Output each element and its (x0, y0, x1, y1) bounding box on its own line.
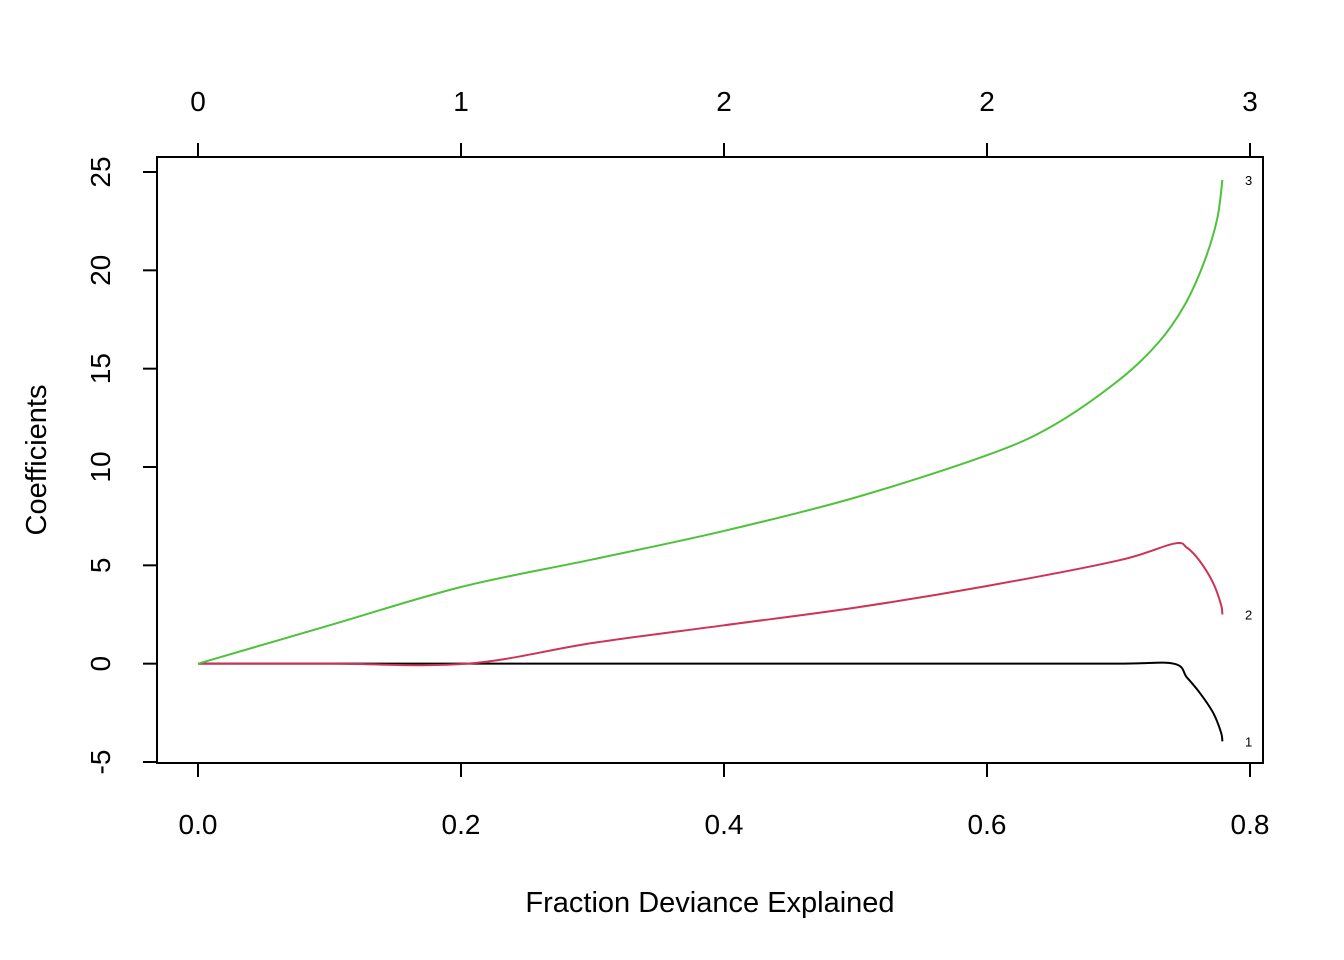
series-end-labels: 1 2 3 (1245, 173, 1252, 749)
y-axis-title: Coefficients (21, 385, 53, 536)
x-tick-label: 0.0 (179, 809, 218, 840)
series-line-2 (198, 542, 1224, 667)
y-tick-label: 0 (85, 656, 116, 672)
x-tick-label: 0.6 (968, 809, 1007, 840)
y-tick-label: 10 (85, 451, 116, 482)
plot-frame (156, 156, 1264, 764)
x-tick-label: 0.4 (705, 809, 744, 840)
top-tick-label: 2 (716, 86, 732, 117)
y-tick-label: 20 (85, 255, 116, 286)
y-axis-left: -5 0 5 10 15 20 25 (85, 156, 158, 775)
y-tick-label: 5 (85, 558, 116, 574)
series-line-1 (198, 661, 1224, 742)
top-tick-label: 0 (190, 86, 206, 117)
x-axis-bottom: 0.0 0.2 0.4 0.6 0.8 (179, 762, 1270, 840)
top-tick-label: 2 (979, 86, 995, 117)
x-tick-label: 0.8 (1231, 809, 1270, 840)
series-end-label-2: 2 (1245, 608, 1252, 623)
x-axis-top: 0 1 2 2 3 (190, 86, 1258, 158)
x-axis-title: Fraction Deviance Explained (525, 887, 894, 919)
series-lines (197, 179, 1224, 742)
top-tick-label: 1 (453, 86, 469, 117)
y-tick-label: -5 (85, 750, 116, 775)
x-tick-label: 0.2 (442, 809, 481, 840)
series-line-3 (197, 179, 1224, 665)
top-tick-label: 3 (1242, 86, 1258, 117)
series-end-label-3: 3 (1245, 173, 1252, 188)
series-end-label-1: 1 (1245, 734, 1252, 749)
y-tick-label: 25 (85, 156, 116, 187)
y-tick-label: 15 (85, 353, 116, 384)
